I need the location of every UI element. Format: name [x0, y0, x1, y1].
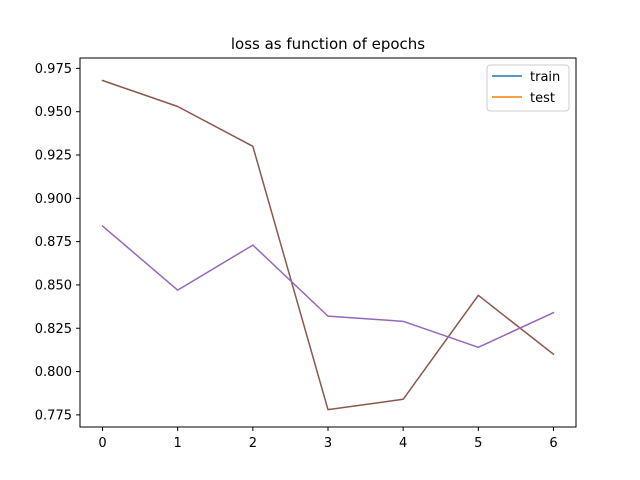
- x-tick-label: 2: [249, 436, 257, 451]
- chart-title: loss as function of epochs: [231, 35, 425, 53]
- y-tick-label: 0.900: [35, 192, 72, 207]
- y-tick-label: 0.775: [35, 408, 72, 423]
- y-tick-label: 0.875: [35, 235, 72, 250]
- series-line-3: [101, 224, 555, 349]
- y-tick-label: 0.950: [35, 105, 72, 120]
- x-tick-label: 0: [98, 436, 106, 451]
- x-tick-label: 6: [549, 436, 557, 451]
- y-tick-label: 0.975: [35, 62, 72, 77]
- series-line-2: [101, 79, 555, 411]
- x-tick-label: 1: [174, 436, 182, 451]
- y-tick-label: 0.825: [35, 322, 72, 337]
- y-axis: 0.775 0.800 0.825 0.850 0.875 0.900 0.925 0.950…: [35, 62, 80, 423]
- y-tick-label: 0.925: [35, 149, 72, 164]
- plot-lines: [101, 79, 555, 411]
- y-tick-label: 0.800: [35, 365, 72, 380]
- legend-label-train: train: [530, 70, 560, 85]
- x-tick-label: 5: [474, 436, 482, 451]
- legend-label-test: test: [530, 91, 555, 106]
- y-tick-label: 0.850: [35, 278, 72, 293]
- x-tick-label: 4: [399, 436, 407, 451]
- x-axis: 0 1 2 3 4 5 6: [98, 427, 558, 451]
- x-tick-label: 3: [324, 436, 332, 451]
- legend: train test: [486, 64, 570, 112]
